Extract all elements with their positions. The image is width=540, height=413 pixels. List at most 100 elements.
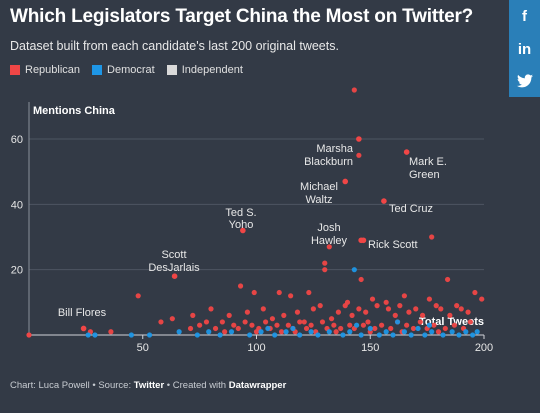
data-point-democrat-24 bbox=[383, 329, 389, 335]
data-point-republican-78 bbox=[360, 322, 367, 328]
y-tick-label-60: 60 bbox=[11, 134, 23, 146]
data-point-republican-29 bbox=[281, 312, 287, 318]
data-point-origin bbox=[26, 332, 32, 338]
data-point-democrat-16 bbox=[308, 329, 314, 335]
footer-middle: • Created with bbox=[164, 380, 229, 391]
facebook-icon: f bbox=[522, 8, 527, 25]
data-point-republican-24 bbox=[158, 319, 164, 325]
data-point-republican-1 bbox=[356, 152, 362, 158]
data-point-republican-62 bbox=[263, 319, 269, 325]
data-point-republican-84 bbox=[404, 322, 410, 328]
data-point-republican-97 bbox=[253, 329, 260, 335]
labeled-point-mark-e-green bbox=[403, 149, 410, 155]
facebook-share-button[interactable]: f bbox=[509, 0, 540, 33]
data-point-republican-51 bbox=[458, 306, 464, 312]
data-point-democrat-18 bbox=[326, 329, 332, 335]
data-point-democrat-2 bbox=[85, 332, 91, 338]
data-point-democrat-14 bbox=[283, 329, 289, 335]
labeled-point-ted-cruz bbox=[381, 198, 387, 204]
data-point-democrat-10 bbox=[228, 329, 235, 335]
data-point-democrat-29 bbox=[422, 332, 428, 338]
point-label-michael-waltz: Michael Waltz bbox=[300, 181, 338, 206]
data-point-democrat-9 bbox=[217, 332, 223, 338]
data-point-republican-3 bbox=[326, 244, 332, 250]
data-point-republican-21 bbox=[208, 306, 214, 312]
data-point-republican-10 bbox=[276, 289, 282, 296]
data-point-republican-16 bbox=[426, 296, 432, 302]
point-label-bill-flores: Bill Flores bbox=[58, 307, 107, 319]
data-point-republican-66 bbox=[285, 322, 291, 328]
point-label-mark-e-green: Mark E. Green bbox=[409, 156, 447, 181]
data-point-democrat-36 bbox=[474, 329, 480, 335]
legend-item-independent: Independent bbox=[166, 64, 243, 76]
data-point-republican-18 bbox=[472, 289, 478, 296]
data-point-republican-75 bbox=[338, 325, 344, 332]
data-point-republican-86 bbox=[417, 319, 423, 325]
data-point-democrat-39 bbox=[354, 322, 360, 328]
data-point-republican-93 bbox=[108, 329, 114, 335]
legend-item-democrat: Democrat bbox=[92, 64, 155, 76]
data-point-republican-90 bbox=[451, 322, 458, 328]
data-point-democrat-33 bbox=[456, 332, 462, 338]
data-point-republican-14 bbox=[383, 299, 389, 305]
data-point-republican-69 bbox=[303, 325, 310, 332]
linkedin-share-button[interactable]: in bbox=[509, 33, 540, 65]
data-point-republican-72 bbox=[319, 319, 326, 325]
data-point-republican-60 bbox=[249, 322, 255, 328]
twitter-share-button[interactable] bbox=[509, 65, 540, 97]
point-label-rick-scott: Rick Scott bbox=[368, 239, 418, 251]
data-point-republican-74 bbox=[331, 322, 337, 328]
footer-source[interactable]: Twitter bbox=[133, 380, 165, 391]
data-point-democrat-25 bbox=[390, 332, 396, 338]
data-point-republican-57 bbox=[231, 322, 237, 328]
data-point-republican-58 bbox=[235, 325, 241, 332]
data-point-republican-70 bbox=[308, 322, 314, 328]
data-point-republican-8 bbox=[358, 276, 364, 283]
data-point-republican-79 bbox=[365, 319, 371, 325]
data-point-republican-5 bbox=[237, 283, 244, 289]
data-point-republican-31 bbox=[301, 319, 307, 325]
data-point-republican-38 bbox=[356, 306, 362, 312]
data-point-democrat-11 bbox=[247, 332, 253, 338]
data-point-republican-95 bbox=[203, 319, 210, 325]
data-point-republican-48 bbox=[433, 303, 439, 309]
data-point-republican-102 bbox=[435, 329, 442, 335]
data-point-democrat-38 bbox=[290, 325, 296, 332]
data-point-democrat-12 bbox=[258, 329, 264, 335]
data-point-republican-46 bbox=[413, 306, 419, 312]
data-point-democrat-35 bbox=[470, 332, 476, 338]
data-point-republican-40 bbox=[369, 296, 376, 302]
chart-subtitle: Dataset built from each candidate's last… bbox=[10, 39, 339, 53]
footer-tool[interactable]: Datawrapper bbox=[228, 380, 287, 391]
labeled-point-michael-waltz bbox=[342, 178, 349, 185]
data-point-democrat-32 bbox=[449, 329, 455, 335]
data-point-republican-6 bbox=[135, 293, 141, 299]
data-point-democrat-3 bbox=[92, 332, 98, 338]
data-point-republican-44 bbox=[397, 303, 403, 309]
y-axis-label: Mentions China bbox=[33, 105, 116, 117]
data-point-democrat-28 bbox=[415, 325, 421, 332]
data-point-republican-12 bbox=[306, 289, 312, 296]
data-point-republican-41 bbox=[374, 303, 380, 309]
data-point-republican-37 bbox=[349, 312, 355, 318]
data-point-republican-92 bbox=[467, 319, 473, 325]
data-point-democrat-15 bbox=[297, 332, 303, 338]
legend-label-independent: Independent bbox=[181, 64, 243, 76]
data-point-republican-4 bbox=[322, 260, 328, 266]
legend-swatch-republican bbox=[10, 65, 20, 75]
data-point-republican-65 bbox=[278, 329, 285, 335]
data-point-republican-52 bbox=[465, 309, 471, 315]
data-point-republican-47 bbox=[419, 312, 426, 318]
y-tick-label-40: 40 bbox=[11, 199, 23, 211]
data-point-republican-42 bbox=[385, 306, 392, 312]
data-point-democrat-21 bbox=[358, 332, 364, 338]
data-point-republican-53 bbox=[187, 325, 194, 332]
data-point-republican-25 bbox=[226, 312, 232, 318]
data-point-republican-85 bbox=[410, 325, 417, 332]
data-point-democrat-27 bbox=[408, 332, 414, 338]
data-point-republican-17 bbox=[454, 303, 460, 309]
legend-label-democrat: Democrat bbox=[107, 64, 155, 76]
data-point-democrat-4 bbox=[128, 332, 134, 338]
data-point-democrat-30 bbox=[429, 329, 435, 335]
legend-swatch-democrat bbox=[92, 65, 103, 75]
